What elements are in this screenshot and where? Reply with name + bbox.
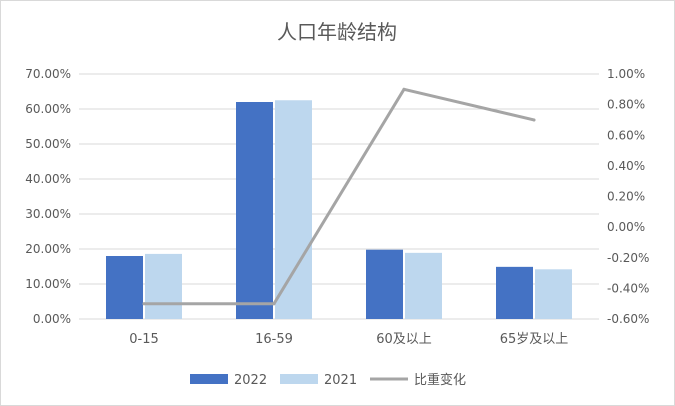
category-label: 0-15 <box>129 332 159 347</box>
line-segment-比重变化 <box>402 87 536 122</box>
right-tick-label: 0.60% <box>607 128 645 142</box>
legend: 2022 2021 比重变化 <box>190 372 466 388</box>
left-tick-label: 70.00% <box>25 67 71 81</box>
legend-label: 2021 <box>324 373 357 388</box>
bar-2021 <box>145 253 182 319</box>
category-axis: 0-15 16-59 60及以上 65岁及以上 <box>129 332 568 347</box>
right-tick-label: 0.00% <box>607 220 645 234</box>
bar-2022 <box>496 266 533 319</box>
right-tick-label: 0.80% <box>607 98 645 112</box>
left-tick-label: 30.00% <box>25 207 71 221</box>
left-tick-label: 60.00% <box>25 102 71 116</box>
category-label: 65岁及以上 <box>500 332 569 347</box>
right-tick-label: -0.60% <box>607 312 649 326</box>
bar-series <box>106 100 572 319</box>
bar-2021 <box>535 269 572 319</box>
right-tick-label: -0.40% <box>607 281 649 295</box>
category-label: 60及以上 <box>376 332 432 347</box>
left-y-axis: 0.00% 10.00% 20.00% 30.00% 40.00% 50.00% 60.00… <box>25 67 71 326</box>
line-segment-比重变化 <box>272 87 406 306</box>
left-tick-label: 40.00% <box>25 172 71 186</box>
right-tick-label: -0.20% <box>607 251 649 265</box>
line-series <box>142 87 536 306</box>
left-tick-label: 20.00% <box>25 242 71 256</box>
right-tick-label: 0.20% <box>607 190 645 204</box>
legend-label: 2022 <box>234 373 267 388</box>
category-label: 16-59 <box>255 332 293 347</box>
bar-2021 <box>405 252 442 319</box>
line-point-比重变化 <box>532 118 536 122</box>
legend-swatch-2022 <box>190 374 228 384</box>
line-point-比重变化 <box>142 302 146 306</box>
legend-label: 比重变化 <box>414 372 466 388</box>
bar-2021 <box>275 100 312 319</box>
left-tick-label: 50.00% <box>25 137 71 151</box>
right-y-axis: -0.60% -0.40% -0.20% 0.00% 0.20% 0.40% 0.60% 0.… <box>607 67 649 326</box>
bar-2022 <box>236 102 273 319</box>
left-tick-label: 0.00% <box>33 312 71 326</box>
left-tick-label: 10.00% <box>25 277 71 291</box>
bar-2022 <box>106 256 143 319</box>
right-tick-label: 1.00% <box>607 67 645 81</box>
right-tick-label: 0.40% <box>607 159 645 173</box>
line-point-比重变化 <box>272 302 276 306</box>
line-point-比重变化 <box>402 87 406 91</box>
chart-title: 人口年龄结构 <box>277 20 397 44</box>
legend-swatch-2021 <box>280 374 318 384</box>
bar-2022 <box>366 249 403 319</box>
